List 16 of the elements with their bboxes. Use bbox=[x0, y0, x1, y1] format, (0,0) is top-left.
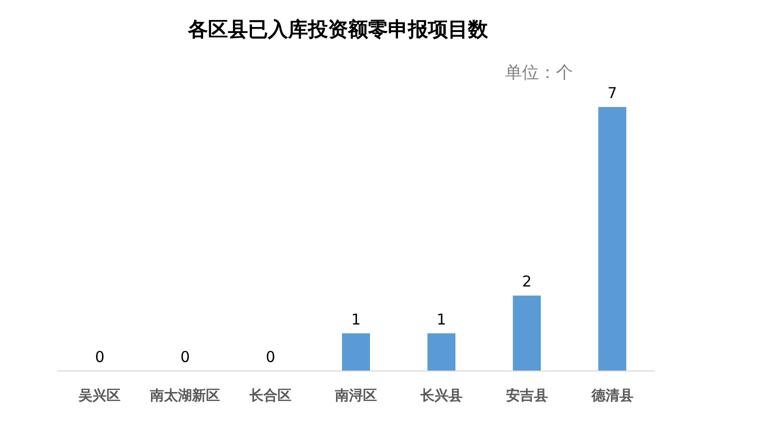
data-label: 7 bbox=[608, 84, 618, 102]
x-tick-label: 南浔区 bbox=[334, 388, 377, 404]
chart-title: 各区县已入库投资额零申报项目数 bbox=[187, 17, 489, 41]
x-tick-label: 长合区 bbox=[248, 388, 292, 404]
data-label: 1 bbox=[436, 310, 446, 328]
data-label: 0 bbox=[94, 348, 104, 366]
x-tick-label: 德清县 bbox=[590, 388, 634, 404]
text: 单位：个 bbox=[505, 63, 573, 83]
x-tick-label: 长兴县 bbox=[419, 387, 462, 404]
data-label: 0 bbox=[180, 348, 190, 366]
data-label: 0 bbox=[266, 348, 276, 366]
x-tick-label: 南太湖新区 bbox=[149, 387, 220, 404]
x-tick-label: 吴兴区 bbox=[78, 387, 121, 404]
data-label: 1 bbox=[351, 310, 361, 328]
x-tick-label: 安吉县 bbox=[506, 387, 548, 404]
data-label: 2 bbox=[522, 272, 532, 291]
